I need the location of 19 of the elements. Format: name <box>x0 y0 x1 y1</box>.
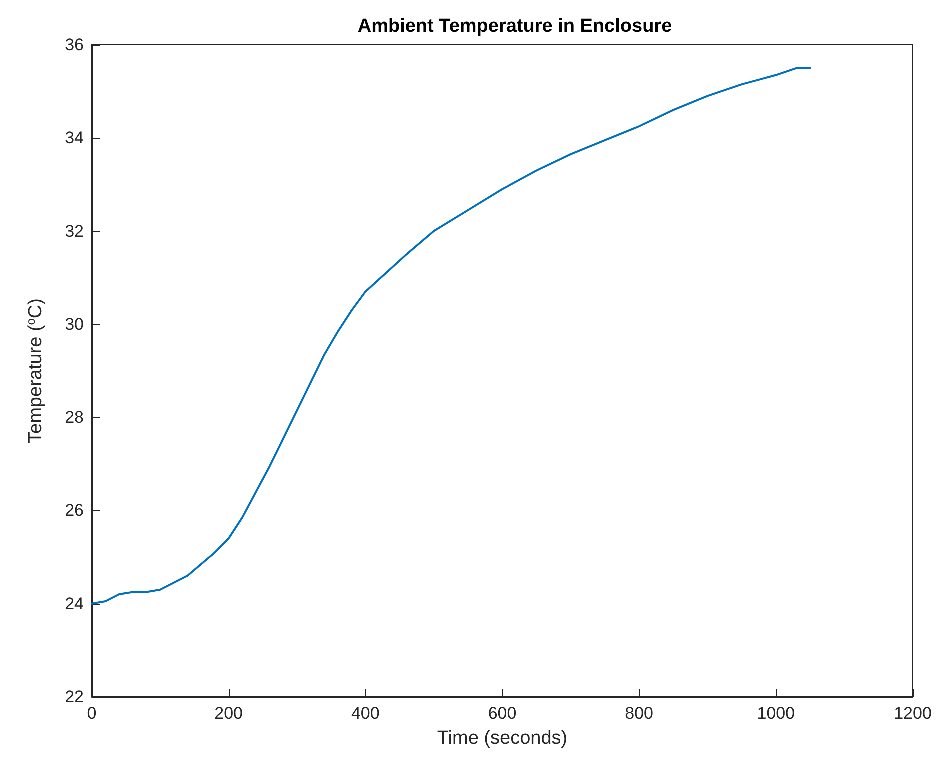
y-tick-label: 28 <box>65 408 84 428</box>
line-series <box>91 67 812 605</box>
y-tick-label: 30 <box>65 314 84 334</box>
x-tick-label: 800 <box>625 704 654 723</box>
y-tick-label: 32 <box>65 222 84 241</box>
x-tick-label: 400 <box>351 704 380 723</box>
x-tick-label: 0 <box>87 704 97 723</box>
chart-title: Ambient Temperature in Enclosure <box>358 16 672 37</box>
x-tick-label: 1000 <box>757 704 796 723</box>
y-tick-label: 22 <box>65 688 84 706</box>
y-tick-label: 26 <box>65 501 84 520</box>
x-tick-label: 200 <box>214 704 244 723</box>
x-tick-label: 600 <box>488 704 517 723</box>
x-axis-title: Time (seconds) <box>437 728 568 749</box>
y-tick-label: 24 <box>65 594 84 614</box>
y-tick-label: 36 <box>65 36 84 54</box>
x-tick-label: 1200 <box>894 704 932 723</box>
y-axis-title: Temperature (oC) <box>24 298 46 444</box>
y-tick-label: 34 <box>65 128 84 148</box>
